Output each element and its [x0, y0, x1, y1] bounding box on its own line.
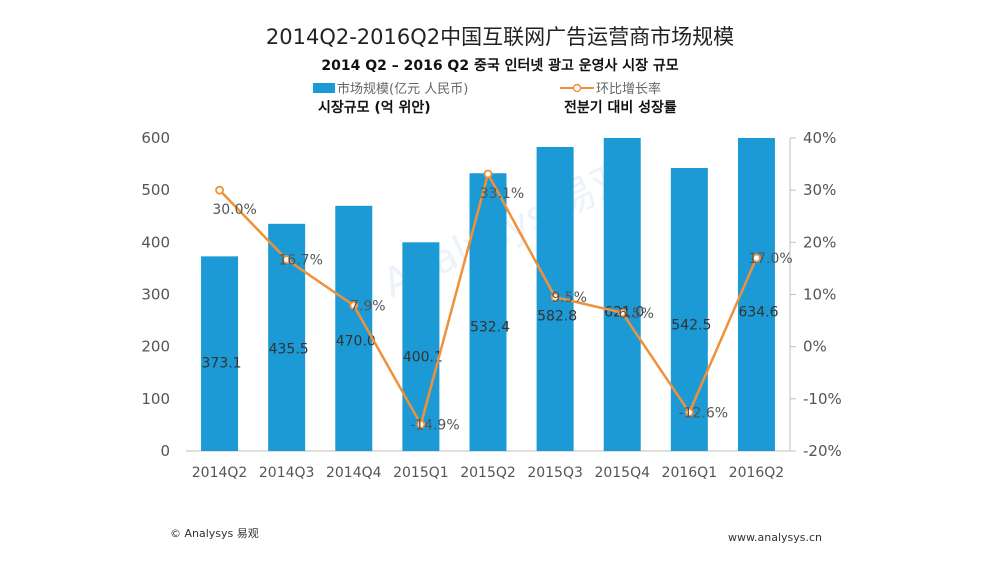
bar-labels: 373.1435.5470.0400.1532.4582.8621.0542.5…	[202, 304, 779, 371]
bar-value-label: 542.5	[671, 317, 711, 333]
x-tick-label: 2015Q2	[460, 465, 516, 481]
chart-title-cn: 2014Q2-2016Q2中国互联网广告运营商市场规模	[266, 25, 734, 49]
right-y-tick-label: 40%	[803, 129, 836, 147]
bar	[469, 173, 507, 452]
footer-url: www.analysys.cn	[728, 531, 822, 544]
legend-line-label: 环比增长率	[596, 81, 661, 97]
growth-value-label: 9.5%	[551, 290, 587, 306]
bar-value-label: 435.5	[269, 341, 309, 357]
left-y-tick-label: 600	[141, 129, 170, 147]
legend-bar-label: 市场规模(亿元 人民币)	[337, 81, 468, 97]
right-y-tick-label: 30%	[803, 181, 836, 199]
bar-value-label: 634.6	[738, 304, 778, 320]
legend: 市场规模(亿元 人民币) 环比增长率	[313, 81, 661, 97]
left-y-tick-label: 400	[141, 233, 170, 251]
x-tick-label: 2016Q2	[729, 465, 785, 481]
legend-bar-swatch	[313, 83, 335, 93]
growth-value-label: 33.1%	[480, 186, 524, 202]
bar	[603, 138, 641, 451]
growth-value-label: 16.7%	[278, 253, 322, 269]
growth-value-label: 6.5%	[618, 306, 654, 322]
growth-value-label: -14.9%	[410, 417, 460, 433]
bar-series	[201, 138, 775, 452]
bar-value-label: 400.1	[403, 349, 443, 365]
right-y-tick-label: -10%	[803, 390, 842, 408]
x-tick-label: 2015Q4	[594, 465, 650, 481]
left-y-tick-label: 0	[160, 442, 170, 460]
bar-value-label: 532.4	[470, 320, 510, 336]
bar-value-label: 470.0	[336, 334, 376, 350]
line-labels: 30.0% 16.7% 7.9% -14.9% 33.1% 9.5% 6.5% -12.6% 1…	[212, 186, 792, 433]
growth-point	[550, 292, 560, 302]
x-ticks: 2014Q2 2014Q3 2014Q4 2015Q1 2015Q2 2015Q3 2015…	[192, 465, 784, 481]
left-y-tick-label: 500	[141, 181, 170, 199]
x-tick-label: 2015Q1	[393, 465, 449, 481]
growth-value-label: -12.6%	[679, 405, 729, 421]
growth-value-label: 17.0%	[748, 251, 792, 267]
footer-copyright: © Analysys 易观	[170, 527, 259, 540]
bar	[402, 242, 440, 451]
growth-point	[617, 308, 627, 318]
right-y-tick-label: 20%	[803, 233, 836, 251]
bar	[737, 138, 775, 451]
left-y-ticks: 0 100 200 300 400 500 600	[141, 129, 170, 460]
line-series	[215, 169, 761, 429]
x-tick-label: 2014Q4	[326, 465, 382, 481]
bar	[201, 256, 239, 451]
growth-value-label: 7.9%	[350, 298, 386, 314]
left-y-tick-label: 100	[141, 390, 170, 408]
growth-point	[215, 185, 224, 195]
growth-point	[483, 169, 493, 179]
x-tick-label: 2015Q3	[527, 465, 583, 481]
right-y-tick-label: -20%	[803, 442, 842, 460]
bar-value-label: 582.8	[537, 308, 577, 324]
growth-point	[282, 255, 292, 264]
right-y-tick-label: 10%	[803, 286, 836, 304]
bar-value-label: 373.1	[202, 355, 242, 371]
growth-value-label: 30.0%	[212, 202, 256, 218]
left-y-tick-label: 200	[141, 338, 170, 356]
right-y-tick-label: 0%	[803, 338, 827, 356]
legend-line-label-ko: 전분기 대비 성장률	[564, 99, 677, 116]
x-tick-label: 2016Q1	[662, 465, 718, 481]
x-tick-label: 2014Q3	[259, 465, 315, 481]
growth-point	[752, 253, 761, 263]
left-y-tick-label: 300	[141, 286, 170, 304]
right-y-ticks: -20% -10% 0% 10% 20% 30% 40%	[790, 129, 842, 460]
x-tick-label: 2014Q2	[192, 465, 248, 481]
growth-point	[349, 301, 359, 310]
legend-bar-label-ko: 시장규모 (억 위안)	[318, 99, 431, 116]
chart-title-ko: 2014 Q2 – 2016 Q2 중국 인터넷 광고 운영사 시장 규모	[321, 57, 678, 74]
growth-point	[684, 407, 694, 417]
bar	[670, 167, 708, 451]
legend-line-marker	[572, 83, 582, 93]
growth-point	[416, 419, 426, 429]
